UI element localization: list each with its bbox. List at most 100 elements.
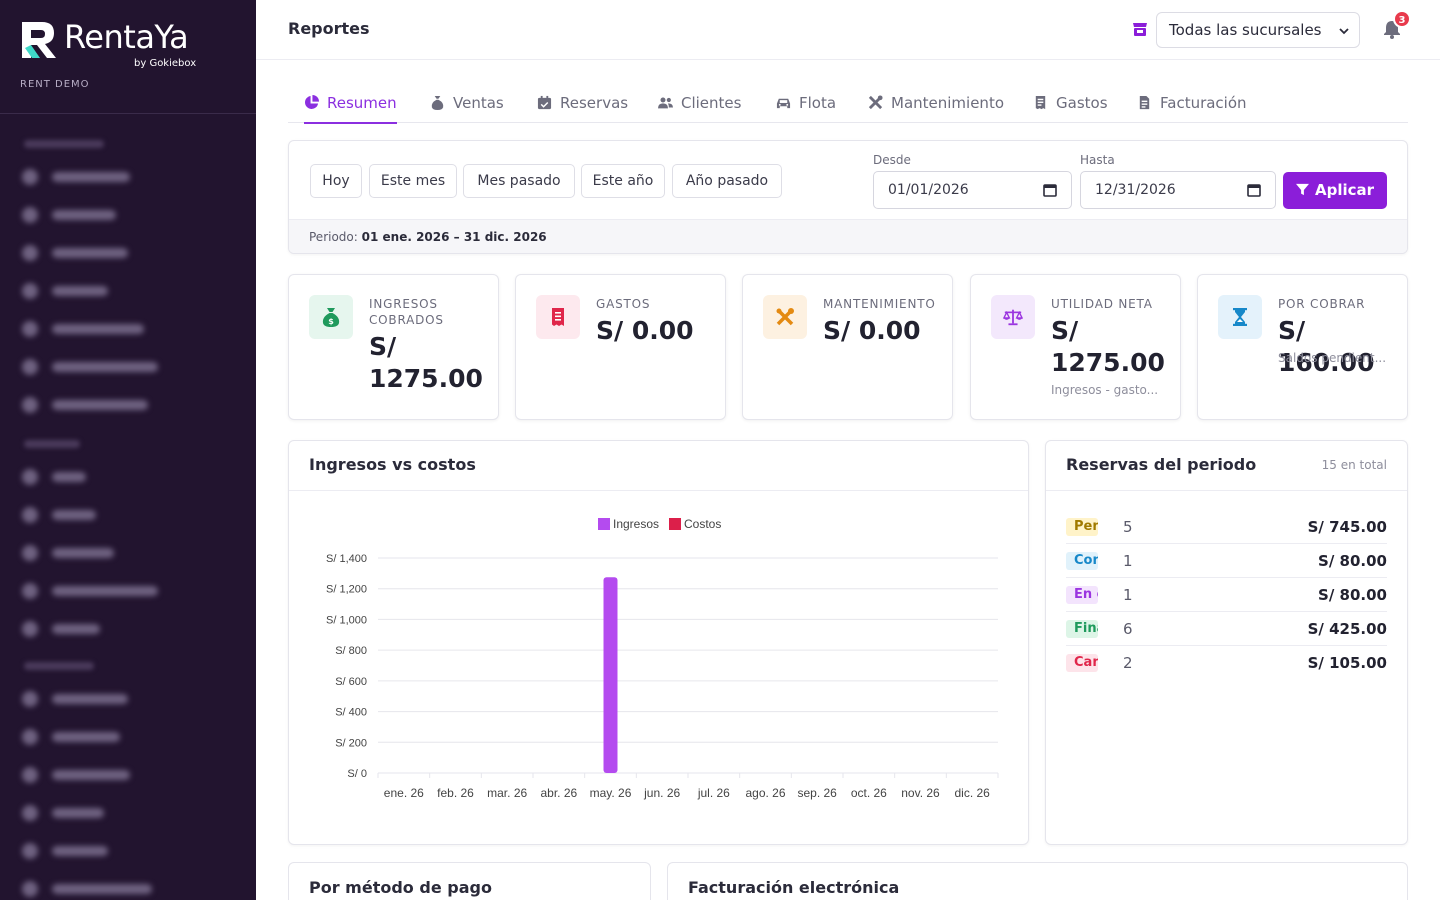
money-bag-icon <box>431 95 444 110</box>
tab-facturacion[interactable]: Facturación <box>1137 82 1247 123</box>
x-tick-label: dic. 26 <box>954 786 990 800</box>
sidebar-item[interactable] <box>22 167 222 187</box>
quick-filter-last-month-button[interactable]: Mes pasado <box>463 164 575 198</box>
from-date-value: 01/01/2026 <box>888 182 969 198</box>
quick-filter-this-month-button[interactable]: Este mes <box>369 164 457 198</box>
page-title: Reportes <box>288 19 370 38</box>
quick-filter-this-year-button[interactable]: Este año <box>581 164 665 198</box>
stat-label: MANTENIMIENTO <box>823 297 936 311</box>
sidebar-item[interactable] <box>22 765 222 785</box>
apply-button[interactable]: Aplicar <box>1283 172 1387 209</box>
reservations-card: Reservas del periodo 15 en total Pendien… <box>1045 440 1408 845</box>
tab-ventas[interactable]: Ventas <box>430 82 504 123</box>
sidebar-item[interactable] <box>22 357 222 377</box>
to-date-input[interactable]: 12/31/2026 <box>1080 171 1276 209</box>
sidebar-item[interactable] <box>22 803 222 823</box>
sidebar-item[interactable] <box>22 281 222 301</box>
brand-by: by Gokiebox <box>134 58 197 69</box>
y-tick-label: S/ 200 <box>335 737 367 749</box>
tab-resumen[interactable]: Resumen <box>304 82 397 124</box>
x-tick-label: jun. 26 <box>643 786 680 800</box>
tab-label: Clientes <box>681 93 742 112</box>
sidebar-item[interactable] <box>22 841 222 861</box>
period-label: Periodo: <box>309 230 358 244</box>
status-badge: Cancelada <box>1066 654 1098 672</box>
sidebar-item[interactable] <box>22 505 222 525</box>
sidebar-item[interactable] <box>22 581 222 601</box>
reservation-amount: S/ 105.00 <box>1307 654 1387 672</box>
chevron-down-icon <box>1339 28 1349 35</box>
chart-pie-icon <box>305 95 319 109</box>
stat-card-net-profit: UTILIDAD NETA S/ 1275.00 Ingresos - gast… <box>970 274 1181 420</box>
sidebar: RentaYa by Gokiebox RENT DEMO <box>0 0 256 900</box>
to-date-value: 12/31/2026 <box>1095 182 1176 198</box>
filter-icon <box>1295 183 1309 196</box>
sidebar-item[interactable] <box>22 689 222 709</box>
sidebar-item[interactable] <box>22 243 222 263</box>
x-tick-label: ene. 26 <box>384 786 424 800</box>
report-tabs: Resumen Ventas Reservas Clientes Flota M… <box>288 82 1408 124</box>
from-date-input[interactable]: 01/01/2026 <box>873 171 1072 209</box>
reservation-status-row: Pendiente 5 S/ 745.00 <box>1066 510 1387 544</box>
tab-label: Facturación <box>1160 93 1247 112</box>
reservation-count: 1 <box>1123 586 1133 604</box>
stat-card-expenses: GASTOS S/ 0.00 <box>515 274 726 420</box>
sidebar-item[interactable] <box>22 727 222 747</box>
stat-label: INGRESOS COBRADOS <box>369 297 444 327</box>
tab-label: Reservas <box>560 93 629 112</box>
sidebar-item[interactable] <box>22 467 222 487</box>
calendar-icon <box>1043 184 1057 197</box>
reservation-count: 2 <box>1123 654 1133 672</box>
tab-label: Gastos <box>1056 93 1108 112</box>
stat-icon-box <box>991 295 1035 339</box>
tab-clientes[interactable]: Clientes <box>658 82 741 123</box>
card-title: Por método de pago <box>309 878 492 897</box>
branch-select[interactable]: Todas las sucursales <box>1156 12 1360 48</box>
stat-icon-box <box>536 295 580 339</box>
y-tick-label: S/ 800 <box>335 645 367 657</box>
stat-value: 1275.00 <box>369 364 483 393</box>
sidebar-item[interactable] <box>22 395 222 415</box>
tab-gastos[interactable]: Gastos <box>1033 82 1108 123</box>
payment-method-card: Por método de pago <box>288 862 651 900</box>
reservation-status-row: Confirmada 1 S/ 80.00 <box>1066 544 1387 578</box>
notification-badge: 3 <box>1393 10 1411 28</box>
tab-label: Mantenimiento <box>891 93 1004 112</box>
receipt-icon <box>552 308 564 326</box>
x-tick-label: feb. 26 <box>437 786 474 800</box>
y-tick-label: S/ 600 <box>335 676 367 688</box>
sidebar-item[interactable] <box>22 619 222 639</box>
sidebar-item[interactable] <box>22 543 222 563</box>
quick-filter-today-button[interactable]: Hoy <box>310 164 362 198</box>
sidebar-item[interactable] <box>22 205 222 225</box>
legend-label: Costos <box>684 517 721 531</box>
top-bar: Reportes Todas las sucursales 3 <box>256 0 1440 60</box>
x-tick-label: jul. 26 <box>697 786 730 800</box>
legend-label: Ingresos <box>613 517 659 531</box>
card-title: Ingresos vs costos <box>309 455 476 474</box>
brand-name: RentaYa <box>64 18 189 56</box>
to-date-label: Hasta <box>1080 153 1115 167</box>
date-filter-card: Hoy Este mes Mes pasado Este año Año pas… <box>288 140 1408 254</box>
sidebar-item[interactable] <box>22 879 222 899</box>
receipt-icon <box>1035 95 1046 110</box>
reservation-amount: S/ 80.00 <box>1318 586 1387 604</box>
workspace-name: RENT DEMO <box>20 79 90 90</box>
tab-mantenimiento[interactable]: Mantenimiento <box>868 82 1004 123</box>
quick-filter-last-year-button[interactable]: Año pasado <box>672 164 782 198</box>
x-tick-label: may. 26 <box>590 786 632 800</box>
y-tick-label: S/ 0 <box>347 768 367 780</box>
stat-icon-box <box>763 295 807 339</box>
status-badge: Pendiente <box>1066 518 1098 536</box>
stat-value: S/ 160.00 <box>1278 316 1375 377</box>
tab-flota[interactable]: Flota <box>776 82 836 123</box>
y-tick-label: S/ 400 <box>335 707 367 719</box>
reservation-status-row: Finalizada 6 S/ 425.00 <box>1066 612 1387 646</box>
users-icon <box>658 97 673 109</box>
x-tick-label: abr. 26 <box>540 786 577 800</box>
stat-value: S/ 0.00 <box>596 316 694 345</box>
tab-reservas[interactable]: Reservas <box>537 82 628 123</box>
reservation-count: 5 <box>1123 518 1133 536</box>
tab-label: Flota <box>799 93 837 112</box>
sidebar-item[interactable] <box>22 319 222 339</box>
